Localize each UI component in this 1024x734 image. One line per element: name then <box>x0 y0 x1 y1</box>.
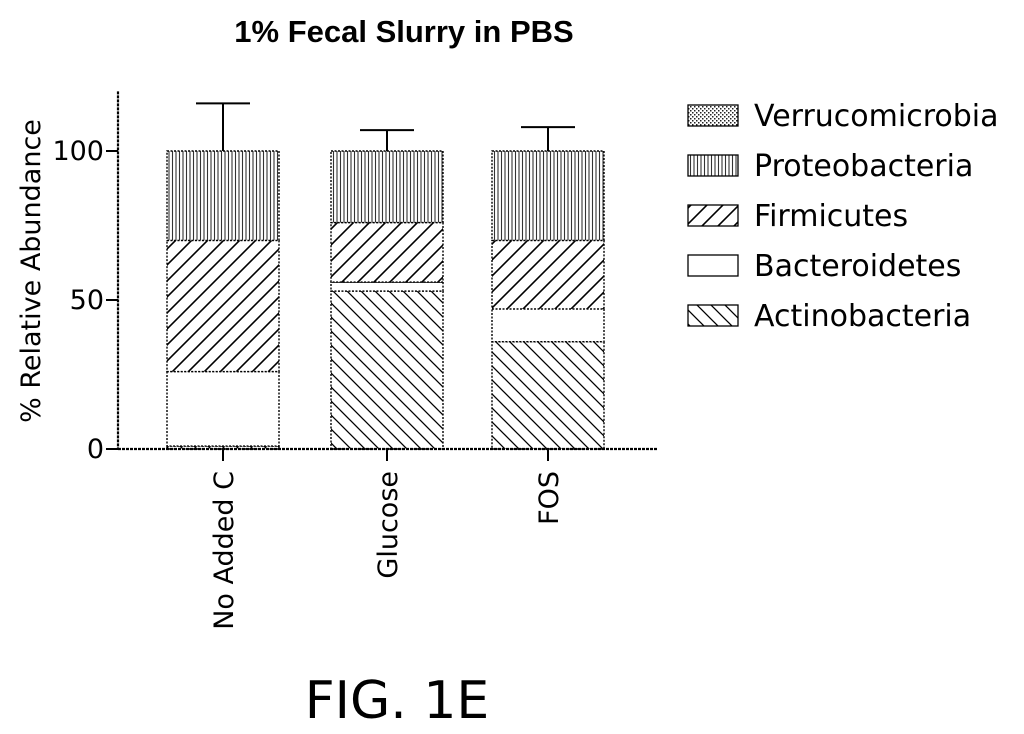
x-tick-label-2: FOS <box>534 471 565 525</box>
y-axis-label: % Relative Abundance <box>16 119 47 423</box>
legend-label-proteobacteria: Proteobacteria <box>754 149 973 184</box>
bar-segment-bacteroidetes-0 <box>167 372 279 447</box>
legend-swatch-proteobacteria <box>688 155 738 176</box>
bar-segment-firmicutes-2 <box>492 240 604 309</box>
chart-title: 1% Fecal Slurry in PBS <box>234 14 573 49</box>
legend-swatch-verrucomicrobia <box>688 105 738 126</box>
bar-segment-proteobacteria-1 <box>331 151 443 223</box>
figure-caption: FIG. 1E <box>305 671 490 731</box>
bar-segment-bacteroidetes-1 <box>331 282 443 291</box>
bar-segment-proteobacteria-0 <box>167 151 279 240</box>
legend-swatch-actinobacteria <box>688 305 738 326</box>
bar-segment-bacteroidetes-2 <box>492 309 604 342</box>
legend-label-actinobacteria: Actinobacteria <box>754 299 971 334</box>
bar-segment-firmicutes-1 <box>331 223 443 283</box>
y-tick-label: 50 <box>70 285 104 316</box>
bar-segment-firmicutes-0 <box>167 240 279 371</box>
bar-segment-actinobacteria-2 <box>492 342 604 449</box>
y-tick-label: 0 <box>87 434 104 465</box>
legend-label-bacteroidetes: Bacteroidetes <box>754 249 961 284</box>
bar-segment-actinobacteria-1 <box>331 291 443 449</box>
legend: Verrucomicrobia Proteobacteria Firmicutes B… <box>688 99 999 334</box>
legend-label-verrucomicrobia: Verrucomicrobia <box>754 99 999 134</box>
legend-swatch-bacteroidetes <box>688 255 738 276</box>
bar-segment-proteobacteria-2 <box>492 151 604 240</box>
x-axis: No Added C Glucose FOS <box>118 449 658 630</box>
legend-swatch-firmicutes <box>688 205 738 226</box>
legend-label-firmicutes: Firmicutes <box>754 199 908 234</box>
plot-area <box>167 103 604 449</box>
y-axis: 0 50 100 <box>52 91 118 465</box>
x-tick-label-1: Glucose <box>373 471 404 579</box>
x-tick-label-0: No Added C <box>209 471 240 630</box>
y-tick-label: 100 <box>52 136 104 167</box>
